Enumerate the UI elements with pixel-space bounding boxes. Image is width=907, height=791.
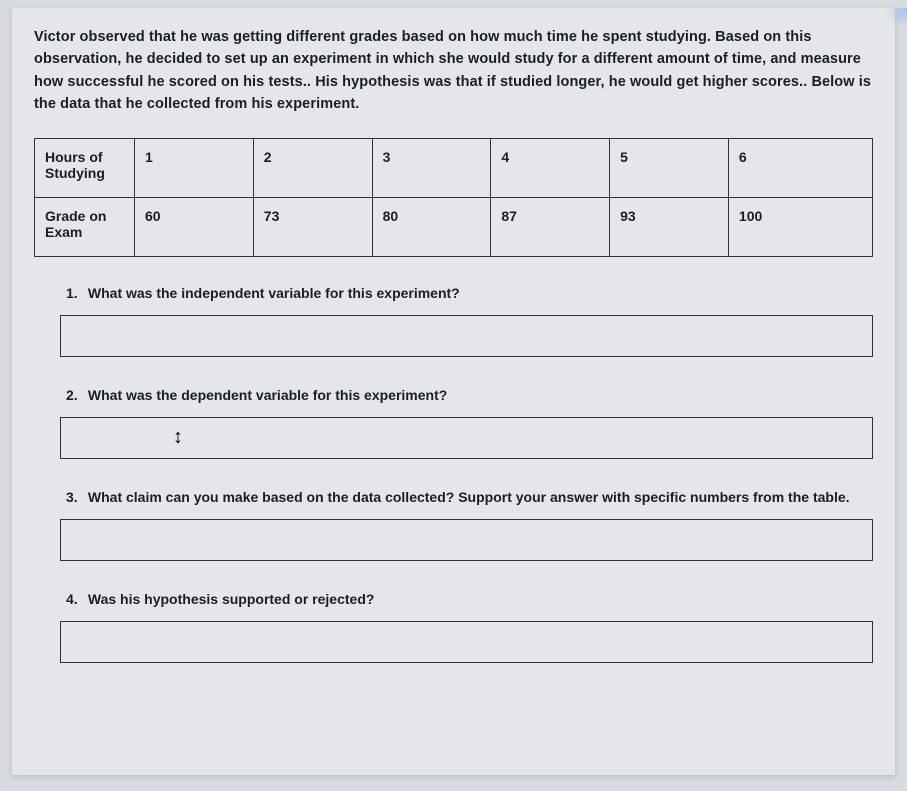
cell: 73 <box>253 197 372 256</box>
question-text: 1. What was the independent variable for… <box>66 285 873 301</box>
question-4: 4. Was his hypothesis supported or rejec… <box>60 591 873 607</box>
question-number: 4. <box>66 591 84 607</box>
corner-decoration <box>883 8 907 26</box>
question-number: 3. <box>66 489 84 505</box>
cell: 60 <box>135 197 254 256</box>
cell: 93 <box>610 197 729 256</box>
row-label-hours: Hours of Studying <box>35 138 135 197</box>
cell: 6 <box>728 138 872 197</box>
table-row: Grade on Exam 60 73 80 87 93 100 <box>35 197 873 256</box>
question-label: What was the independent variable for th… <box>88 285 460 301</box>
worksheet-page: Victor observed that he was getting diff… <box>12 8 895 775</box>
question-text: 4. Was his hypothesis supported or rejec… <box>66 591 873 607</box>
question-label: What was the dependent variable for this… <box>88 387 447 403</box>
question-text: 3. What claim can you make based on the … <box>66 489 873 505</box>
question-number: 1. <box>66 285 84 301</box>
row-label-grade: Grade on Exam <box>35 197 135 256</box>
answer-input-1[interactable] <box>60 315 873 357</box>
answer-input-3[interactable] <box>60 519 873 561</box>
resize-cursor-icon: ↕ <box>173 426 183 449</box>
table-row: Hours of Studying 1 2 3 4 5 6 <box>35 138 873 197</box>
question-3: 3. What claim can you make based on the … <box>60 489 873 505</box>
cell: 3 <box>372 138 491 197</box>
data-table: Hours of Studying 1 2 3 4 5 6 Grade on E… <box>34 138 873 257</box>
question-1: 1. What was the independent variable for… <box>60 285 873 301</box>
question-label: What claim can you make based on the dat… <box>88 489 850 505</box>
answer-input-2[interactable]: ↕ <box>60 417 873 459</box>
cell: 100 <box>728 197 872 256</box>
question-label: Was his hypothesis supported or rejected… <box>88 591 375 607</box>
questions-block: 1. What was the independent variable for… <box>34 285 873 663</box>
intro-paragraph: Victor observed that he was getting diff… <box>34 26 873 116</box>
cell: 80 <box>372 197 491 256</box>
cell: 5 <box>610 138 729 197</box>
cell: 4 <box>491 138 610 197</box>
question-number: 2. <box>66 387 84 403</box>
question-text: 2. What was the dependent variable for t… <box>66 387 873 403</box>
question-2: 2. What was the dependent variable for t… <box>60 387 873 403</box>
cell: 2 <box>253 138 372 197</box>
cell: 1 <box>135 138 254 197</box>
answer-input-4[interactable] <box>60 621 873 663</box>
cell: 87 <box>491 197 610 256</box>
